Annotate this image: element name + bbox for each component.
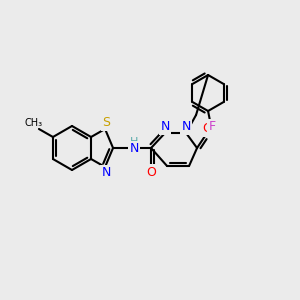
Text: F: F	[208, 121, 216, 134]
Text: N: N	[129, 142, 139, 155]
Text: H: H	[130, 137, 138, 147]
Text: O: O	[202, 122, 212, 136]
Text: N: N	[160, 121, 170, 134]
Text: S: S	[102, 116, 110, 130]
Text: N: N	[182, 121, 191, 134]
Text: O: O	[146, 166, 156, 178]
Text: N: N	[101, 167, 111, 179]
Text: CH₃: CH₃	[25, 118, 43, 128]
